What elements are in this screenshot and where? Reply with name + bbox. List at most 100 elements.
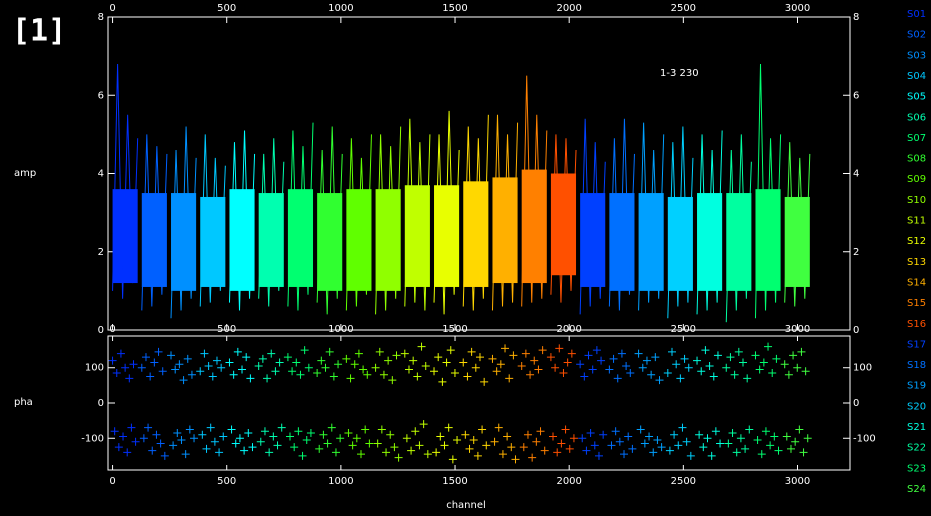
pha-point	[528, 453, 537, 462]
pha-point	[546, 353, 555, 362]
pha-point	[588, 365, 597, 374]
legend-entry: S11	[907, 216, 926, 227]
pha-point	[363, 370, 372, 379]
legend-entry: S09	[907, 174, 926, 185]
x-axis-label: channel	[446, 500, 486, 511]
pha-point	[373, 439, 382, 448]
pha-point	[158, 367, 167, 376]
pha-point	[626, 369, 635, 378]
pha-point	[448, 455, 457, 464]
pha-point	[521, 349, 530, 358]
pha-point	[465, 444, 474, 453]
pha-point	[751, 351, 760, 360]
pha-point	[302, 436, 311, 445]
pha-point	[175, 360, 184, 369]
pha-point	[576, 360, 585, 369]
y-tick-label-right: 2	[853, 247, 859, 258]
pha-point	[110, 427, 119, 436]
x-tick-label-inner: 3000	[785, 324, 810, 335]
pha-point	[400, 349, 409, 358]
pha-point	[298, 451, 307, 460]
legend-entry: S05	[907, 92, 926, 103]
pha-point	[141, 353, 150, 362]
pha-point	[217, 363, 226, 372]
pha-point	[210, 437, 219, 446]
pha-point	[653, 436, 662, 445]
panel-label: [1]	[12, 14, 66, 49]
pha-point	[526, 370, 535, 379]
pha-point	[563, 358, 572, 367]
y-tick-label: -100	[81, 433, 104, 444]
pha-point	[306, 428, 315, 437]
pha-point	[434, 353, 443, 362]
pha-point	[597, 356, 606, 365]
legend-entry: S10	[907, 195, 926, 206]
pha-point	[699, 443, 708, 452]
pha-point	[509, 351, 518, 360]
pha-point	[793, 363, 802, 372]
pha-point	[766, 441, 775, 450]
amp-line	[112, 63, 139, 299]
pha-point	[741, 444, 750, 453]
amp-line	[462, 114, 489, 311]
pha-point	[300, 346, 309, 355]
x-tick-label: 1000	[328, 476, 353, 487]
pha-point	[227, 425, 236, 434]
pha-point	[334, 360, 343, 369]
amp-line	[725, 134, 752, 323]
pha-point	[254, 361, 263, 370]
pha-point	[453, 436, 462, 445]
amp-line	[170, 126, 197, 319]
x-tick-label: 0	[109, 476, 115, 487]
pha-point	[647, 370, 656, 379]
pha-point	[561, 425, 570, 434]
pha-point	[219, 432, 228, 441]
pha-point	[273, 441, 282, 450]
pha-point	[296, 370, 305, 379]
pha-point	[645, 432, 654, 441]
pha-point	[156, 439, 165, 448]
pha-point	[594, 451, 603, 460]
pha-point	[697, 367, 706, 376]
pha-point	[505, 374, 514, 383]
pha-point	[651, 353, 660, 362]
pha-point	[123, 448, 132, 457]
pha-point	[212, 356, 221, 365]
y-tick-label: 100	[85, 363, 104, 374]
amp-line	[491, 114, 519, 311]
pha-point	[127, 423, 136, 432]
amp-line	[784, 142, 811, 307]
amp-line	[550, 134, 577, 303]
pha-point	[799, 448, 808, 457]
pha-point	[467, 347, 476, 356]
pha-point	[519, 443, 528, 452]
pha-point	[559, 369, 568, 378]
pha-point	[108, 356, 117, 365]
y-tick-label: 2	[98, 247, 104, 258]
y-tick-label-right: 4	[853, 169, 859, 180]
pha-point	[208, 372, 217, 381]
pha-point	[503, 432, 512, 441]
pha-point	[682, 437, 691, 446]
amp-line	[521, 75, 548, 307]
pha-point	[379, 370, 388, 379]
pha-point	[436, 432, 445, 441]
pha-point	[501, 344, 510, 353]
pha-point	[407, 446, 416, 455]
pha-point	[599, 430, 608, 439]
pha-point	[336, 434, 345, 443]
pha-point	[325, 347, 334, 356]
y-tick-label-right: 0	[853, 398, 859, 409]
legend-entry: S01	[907, 9, 926, 20]
pha-point	[703, 434, 712, 443]
pha-point	[225, 358, 234, 367]
pha-point	[116, 349, 125, 358]
pha-point	[323, 439, 332, 448]
legend-entry: S20	[907, 401, 926, 412]
pha-point	[678, 423, 687, 432]
pha-point	[388, 376, 397, 385]
pha-point	[638, 363, 647, 372]
pha-point	[404, 365, 413, 374]
pha-point	[534, 365, 543, 374]
